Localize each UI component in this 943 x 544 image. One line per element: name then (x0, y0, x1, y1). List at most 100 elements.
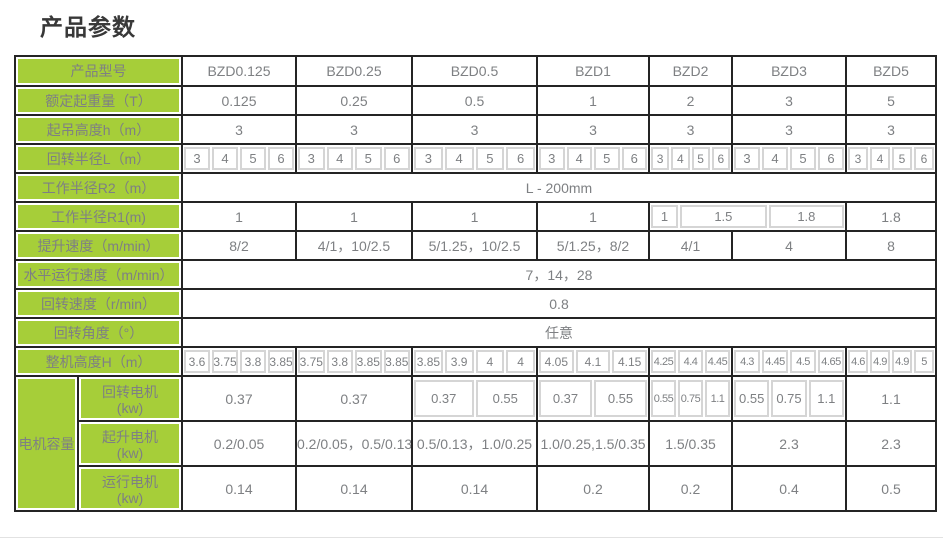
table-row-models: 产品型号 BZD0.125 BZD0.25 BZD0.5 BZD1 BZD2 B… (14, 55, 937, 87)
cell: 3 (731, 114, 847, 145)
value-box: 4 (870, 147, 890, 170)
value-box: 5 (790, 147, 816, 170)
value-box: 6 (621, 147, 647, 170)
row-label-capacity: 额定起重量（T） (14, 85, 183, 116)
table-row-travel-motor: 运行电机 (kw) 0.14 0.14 0.14 0.2 0.2 0.4 0.5 (15, 465, 937, 512)
value-box: 3.75 (212, 350, 238, 373)
model-name: BZD0.5 (411, 55, 538, 87)
cell: 0.2/0.05，0.5/0.13 (295, 420, 413, 467)
value-box: 6 (506, 147, 535, 170)
value-box: 4.05 (539, 350, 574, 373)
value-box: 4.45 (762, 350, 788, 373)
value-box: 1 (651, 205, 678, 228)
span-cell: 任意 (181, 317, 937, 348)
cell: 3 (411, 114, 538, 145)
value-box: 0.37 (414, 380, 474, 417)
value-box: 3.8 (240, 350, 266, 373)
table-row-travel-speed: 水平运行速度（m/min） 7，14，28 (14, 259, 937, 290)
value-box: 1.5 (679, 205, 767, 228)
value-box: 4 (566, 147, 592, 170)
cell: 1 (295, 201, 413, 232)
value-box: 3 (539, 147, 565, 170)
value-box: 6 (818, 147, 844, 170)
value-box: 0.75 (771, 380, 807, 417)
value-box: 5 (355, 147, 382, 170)
value-box: 3.75 (298, 350, 325, 373)
cell: 4.6 4.9 4.9 5 (845, 346, 937, 377)
row-label-model: 产品型号 (14, 55, 183, 87)
cell: 0.4 (731, 465, 847, 512)
row-label-slew-radius: 回转半径L（m） (14, 143, 183, 174)
value-box: 0.55 (594, 380, 647, 417)
cell: 5 (845, 85, 937, 116)
value-box: 5 (691, 147, 710, 170)
value-box: 4 (212, 147, 238, 170)
value-box: 5 (914, 350, 934, 373)
cell: 0.125 (181, 85, 297, 116)
cell: 4 (731, 230, 847, 261)
row-label-slew-angle: 回转角度（°） (14, 317, 183, 348)
cell: 4.25 4.4 4.45 (648, 346, 733, 377)
value-box: 0.55 (734, 380, 770, 417)
value-box: 5 (594, 147, 620, 170)
row-label-work-radius-r1: 工作半径R1(m) (14, 201, 183, 232)
cell: 0.5 (845, 465, 937, 512)
cell: 1 (536, 201, 650, 232)
model-name: BZD3 (731, 55, 847, 87)
row-label-machine-height: 整机高度H（m） (14, 346, 183, 377)
table-row-slew-motor: 电机容量 回转电机 (kw) 0.37 0.37 0.37 0.55 0.37 0.5… (14, 375, 937, 512)
cell: 0.37 0.55 (411, 375, 538, 422)
cell: 0.37 (181, 375, 297, 422)
value-box: 1.1 (705, 380, 730, 417)
value-box: 4.5 (790, 350, 816, 373)
value-box: 4.6 (848, 350, 868, 373)
value-box: 3 (414, 147, 443, 170)
cell: 1 (181, 201, 297, 232)
row-label-slew-speed: 回转速度（r/min） (14, 288, 183, 319)
merged-cell: 1 1.5 1.8 (648, 201, 847, 232)
cell: 8/2 (181, 230, 297, 261)
cell: 0.14 (295, 465, 413, 512)
cell: 5/1.25，10/2.5 (411, 230, 538, 261)
cell: 5/1.25，8/2 (536, 230, 650, 261)
value-box: 3.6 (184, 350, 210, 373)
value-box: 3 (298, 147, 325, 170)
value-box: 0.55 (651, 380, 676, 417)
table-row-slew-speed: 回转速度（r/min） 0.8 (14, 288, 937, 319)
row-label-hook-height: 起吊高度h（m） (14, 114, 183, 145)
value-box: 6 (711, 147, 730, 170)
span-cell: 0.8 (181, 288, 937, 319)
cell: 1.5/0.35 (648, 420, 733, 467)
motor-unit-text: (kw) (116, 490, 144, 506)
cell: 3 (731, 85, 847, 116)
value-box: 5 (240, 147, 266, 170)
value-box: 1.8 (768, 205, 844, 228)
value-box: 3 (734, 147, 760, 170)
value-box: 4.65 (818, 350, 844, 373)
value-box: 4.15 (612, 350, 647, 373)
value-box: 0.37 (539, 380, 592, 417)
span-cell: 7，14，28 (181, 259, 937, 290)
value-box: 6 (268, 147, 294, 170)
row-label-travel-motor: 运行电机 (kw) (77, 465, 183, 512)
page-title: 产品参数 (40, 14, 136, 40)
cell: 3 (536, 114, 650, 145)
row-label-travel-speed: 水平运行速度（m/min） (14, 259, 183, 290)
cell: 3 (845, 114, 937, 145)
cell: 1 (536, 85, 650, 116)
table-row-hoist-motor: 起升电机 (kw) 0.2/0.05 0.2/0.05，0.5/0.13 0.5/… (15, 420, 937, 467)
cell: 0.2/0.05 (181, 420, 297, 467)
model-name: BZD2 (648, 55, 733, 87)
cell: 3 (648, 114, 733, 145)
cell: 0.2 (648, 465, 733, 512)
cell: 0.2 (536, 465, 650, 512)
cell: 1 (411, 201, 538, 232)
value-box: 4.9 (892, 350, 912, 373)
model-name: BZD0.25 (295, 55, 413, 87)
value-box: 4.3 (734, 350, 760, 373)
